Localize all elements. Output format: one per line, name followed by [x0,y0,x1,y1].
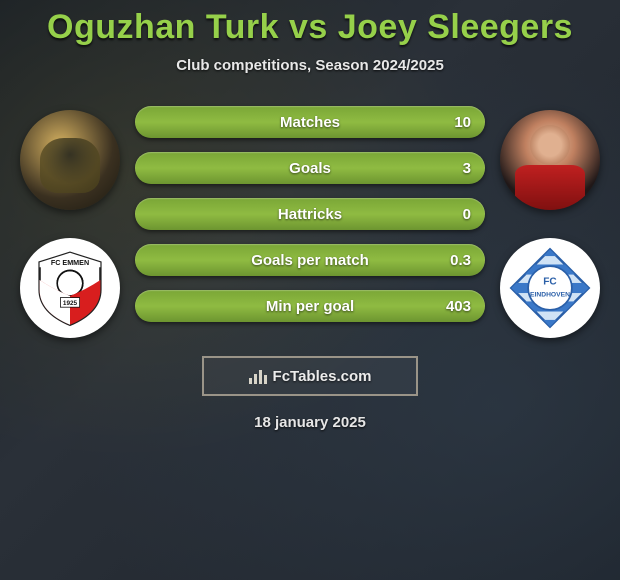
player-left-avatar [20,110,120,210]
left-column: FC EMMEN 1925 [15,102,125,338]
stats-column: Matches 10 Goals 3 Hattricks 0 Goals per… [135,102,485,322]
subtitle: Club competitions, Season 2024/2025 [0,57,620,74]
svg-text:FC: FC [543,277,556,288]
svg-text:1925: 1925 [63,300,78,307]
brand-label: FcTables.com [273,368,372,385]
stat-bar-goals-per-match: Goals per match 0.3 [135,244,485,276]
comparison-card: Oguzhan Turk vs Joey Sleegers Club compe… [0,0,620,580]
stat-value-right: 0.3 [450,252,471,269]
body-row: FC EMMEN 1925 Matches 10 Goals [0,102,620,338]
stat-bar-min-per-goal: Min per goal 403 [135,290,485,322]
stat-label: Matches [280,114,340,131]
stat-label: Min per goal [266,298,354,315]
stat-value-right: 403 [446,298,471,315]
stat-label: Goals per match [251,252,369,269]
svg-text:FC EMMEN: FC EMMEN [51,258,89,267]
stat-value-right: 0 [463,206,471,223]
svg-text:EINDHOVEN: EINDHOVEN [530,291,570,298]
brand-box[interactable]: FcTables.com [202,356,418,396]
stat-value-right: 10 [454,114,471,131]
right-column: FC EINDHOVEN [495,102,605,338]
stat-bar-goals: Goals 3 [135,152,485,184]
stat-label: Hattricks [278,206,342,223]
fc-emmen-crest-icon: FC EMMEN 1925 [30,248,110,328]
page-title: Oguzhan Turk vs Joey Sleegers [0,8,620,47]
stat-label: Goals [289,160,331,177]
stat-bar-hattricks: Hattricks 0 [135,198,485,230]
stat-bar-matches: Matches 10 [135,106,485,138]
stat-value-right: 3 [463,160,471,177]
club-right-logo: FC EINDHOVEN [500,238,600,338]
bar-chart-icon [249,368,267,384]
fc-eindhoven-crest-icon: FC EINDHOVEN [508,246,592,330]
player-right-avatar [500,110,600,210]
date-label: 18 january 2025 [0,414,620,431]
club-left-logo: FC EMMEN 1925 [20,238,120,338]
